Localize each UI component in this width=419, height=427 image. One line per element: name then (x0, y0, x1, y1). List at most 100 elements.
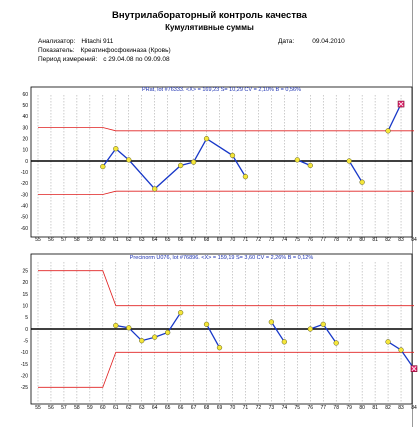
x-tick-label: 69 (217, 237, 223, 243)
y-tick-label: -10 (21, 350, 28, 356)
cusum-chart-1: PRat, lot #76333. <X> = 169,23 S= 10,29 … (21, 86, 417, 243)
x-tick-label: 81 (372, 405, 378, 411)
x-tick-label: 65 (165, 405, 171, 411)
x-tick-label: 58 (74, 237, 80, 243)
x-tick-label: 75 (295, 405, 301, 411)
y-tick-label: -15 (21, 362, 28, 368)
x-tick-label: 56 (48, 405, 54, 411)
page-border (412, 0, 413, 427)
panel-title: Precinorm U076, lot #76896. <X> = 159,19… (130, 255, 314, 261)
x-tick-label: 75 (295, 237, 301, 243)
report-title: Внутрилабораторный контроль качества (112, 10, 307, 21)
data-point (268, 319, 275, 325)
data-point (385, 128, 391, 134)
date-label: Дата: (278, 38, 295, 45)
x-tick-label: 84 (411, 237, 417, 243)
x-tick-label: 76 (307, 237, 313, 243)
y-tick-label: -50 (21, 215, 28, 221)
indicator-line: Показатель: Креатинфосфокиназа (Кровь) (38, 47, 171, 54)
y-tick-label: -25 (21, 385, 28, 391)
data-point (203, 321, 210, 327)
x-tick-label: 82 (385, 405, 391, 411)
data-point (307, 326, 313, 332)
data-point (320, 321, 326, 327)
x-tick-label: 68 (204, 405, 210, 411)
x-tick-label: 67 (191, 237, 197, 243)
control-limit-lower (38, 351, 414, 388)
data-point (385, 339, 391, 345)
cusum-chart-2: Precinorm U076, lot #76896. <X> = 159,19… (21, 253, 418, 411)
out-of-control-mark (398, 101, 404, 107)
x-tick-label: 83 (398, 405, 404, 411)
x-tick-label: 81 (372, 237, 378, 243)
series-line (348, 160, 363, 183)
x-tick-label: 78 (333, 405, 339, 411)
series-line (115, 312, 182, 342)
x-tick-label: 74 (282, 237, 288, 243)
x-tick-label: 71 (243, 237, 249, 243)
control-limit-upper (38, 127, 414, 132)
x-tick-label: 78 (333, 237, 339, 243)
x-tick-label: 72 (256, 237, 262, 243)
y-tick-label: 60 (22, 92, 28, 98)
x-tick-label: 56 (48, 237, 54, 243)
x-tick-label: 77 (320, 237, 326, 243)
data-point (113, 146, 119, 152)
x-tick-label: 67 (191, 405, 197, 411)
date-value: 09.04.2010 (312, 38, 345, 45)
y-tick-label: -30 (21, 192, 28, 198)
x-tick-label: 55 (35, 237, 41, 243)
out-of-control-mark (411, 366, 417, 372)
control-limit-upper (38, 270, 414, 307)
y-tick-label: 20 (22, 136, 28, 142)
x-tick-label: 79 (346, 405, 352, 411)
y-tick-label: 20 (22, 280, 28, 286)
analyzer-line: Анализатор: Hitachi 911 (38, 38, 113, 45)
x-tick-label: 70 (230, 237, 236, 243)
y-tick-label: -60 (21, 226, 28, 232)
x-tick-label: 80 (359, 237, 365, 243)
x-tick-label: 61 (113, 405, 119, 411)
data-point (165, 329, 171, 336)
series-line (387, 103, 402, 132)
y-tick-label: 5 (25, 315, 28, 321)
plot-frame (30, 86, 413, 238)
series-line (270, 321, 285, 343)
date-line: Дата: 09.04.2010 (278, 38, 345, 45)
y-tick-label: -10 (21, 170, 28, 176)
data-point (139, 338, 145, 344)
data-point (346, 158, 352, 164)
x-tick-label: 62 (126, 405, 132, 411)
data-point (333, 340, 339, 346)
indicator-value: Креатинфосфокиназа (Кровь) (80, 47, 171, 54)
x-tick-label: 59 (87, 405, 93, 411)
x-tick-label: 66 (178, 237, 184, 243)
y-tick-label: 10 (22, 303, 28, 309)
series-line (206, 323, 221, 349)
series-line (102, 137, 246, 190)
data-point (294, 157, 300, 163)
x-tick-label: 57 (61, 405, 67, 411)
x-tick-label: 61 (113, 237, 119, 243)
x-tick-label: 64 (152, 405, 158, 411)
data-point (126, 157, 132, 163)
x-tick-label: 57 (61, 237, 67, 243)
x-tick-label: 62 (126, 237, 132, 243)
x-tick-label: 55 (35, 405, 41, 411)
x-tick-label: 58 (74, 405, 80, 411)
data-point (216, 345, 223, 351)
x-tick-label: 59 (87, 237, 93, 243)
data-point (152, 334, 158, 340)
y-tick-label: 10 (22, 148, 28, 154)
panel-title: PRat, lot #76333. <X> = 169,23 S= 10,29 … (142, 87, 301, 93)
y-tick-label: 0 (25, 159, 28, 165)
x-tick-label: 69 (217, 405, 223, 411)
control-limit-lower (38, 190, 414, 195)
y-tick-label: 15 (22, 292, 28, 298)
period-value: с 29.04.08 по 09.09.08 (103, 56, 170, 63)
analyzer-label: Анализатор: (38, 38, 76, 45)
report-subtitle: Кумулятивные суммы (165, 23, 254, 32)
x-tick-label: 71 (243, 405, 249, 411)
x-tick-label: 66 (178, 405, 184, 411)
